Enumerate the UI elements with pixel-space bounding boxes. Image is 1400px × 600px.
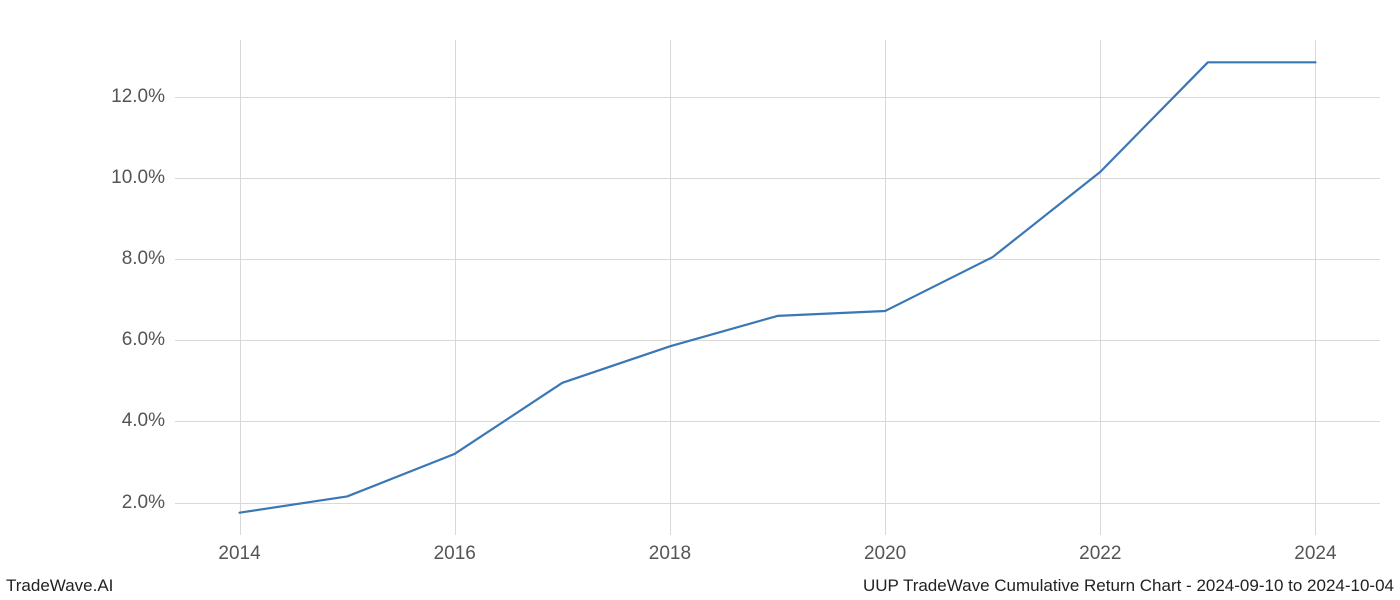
y-tick-label: 6.0% <box>105 329 165 351</box>
y-tick-label: 2.0% <box>105 492 165 514</box>
x-tick-label: 2016 <box>434 543 476 565</box>
footer-left-caption: TradeWave.AI <box>6 576 113 596</box>
chart-container: TradeWave.AI UUP TradeWave Cumulative Re… <box>0 0 1400 600</box>
footer-right-caption: UUP TradeWave Cumulative Return Chart - … <box>863 576 1394 596</box>
x-tick-label: 2024 <box>1294 543 1336 565</box>
series-line <box>240 62 1316 512</box>
x-tick-label: 2018 <box>649 543 691 565</box>
line-chart-svg <box>0 0 1400 600</box>
y-tick-label: 12.0% <box>105 86 165 108</box>
x-tick-label: 2022 <box>1079 543 1121 565</box>
x-tick-label: 2014 <box>218 543 260 565</box>
y-tick-label: 4.0% <box>105 410 165 432</box>
y-tick-label: 10.0% <box>105 167 165 189</box>
y-tick-label: 8.0% <box>105 248 165 270</box>
x-tick-label: 2020 <box>864 543 906 565</box>
